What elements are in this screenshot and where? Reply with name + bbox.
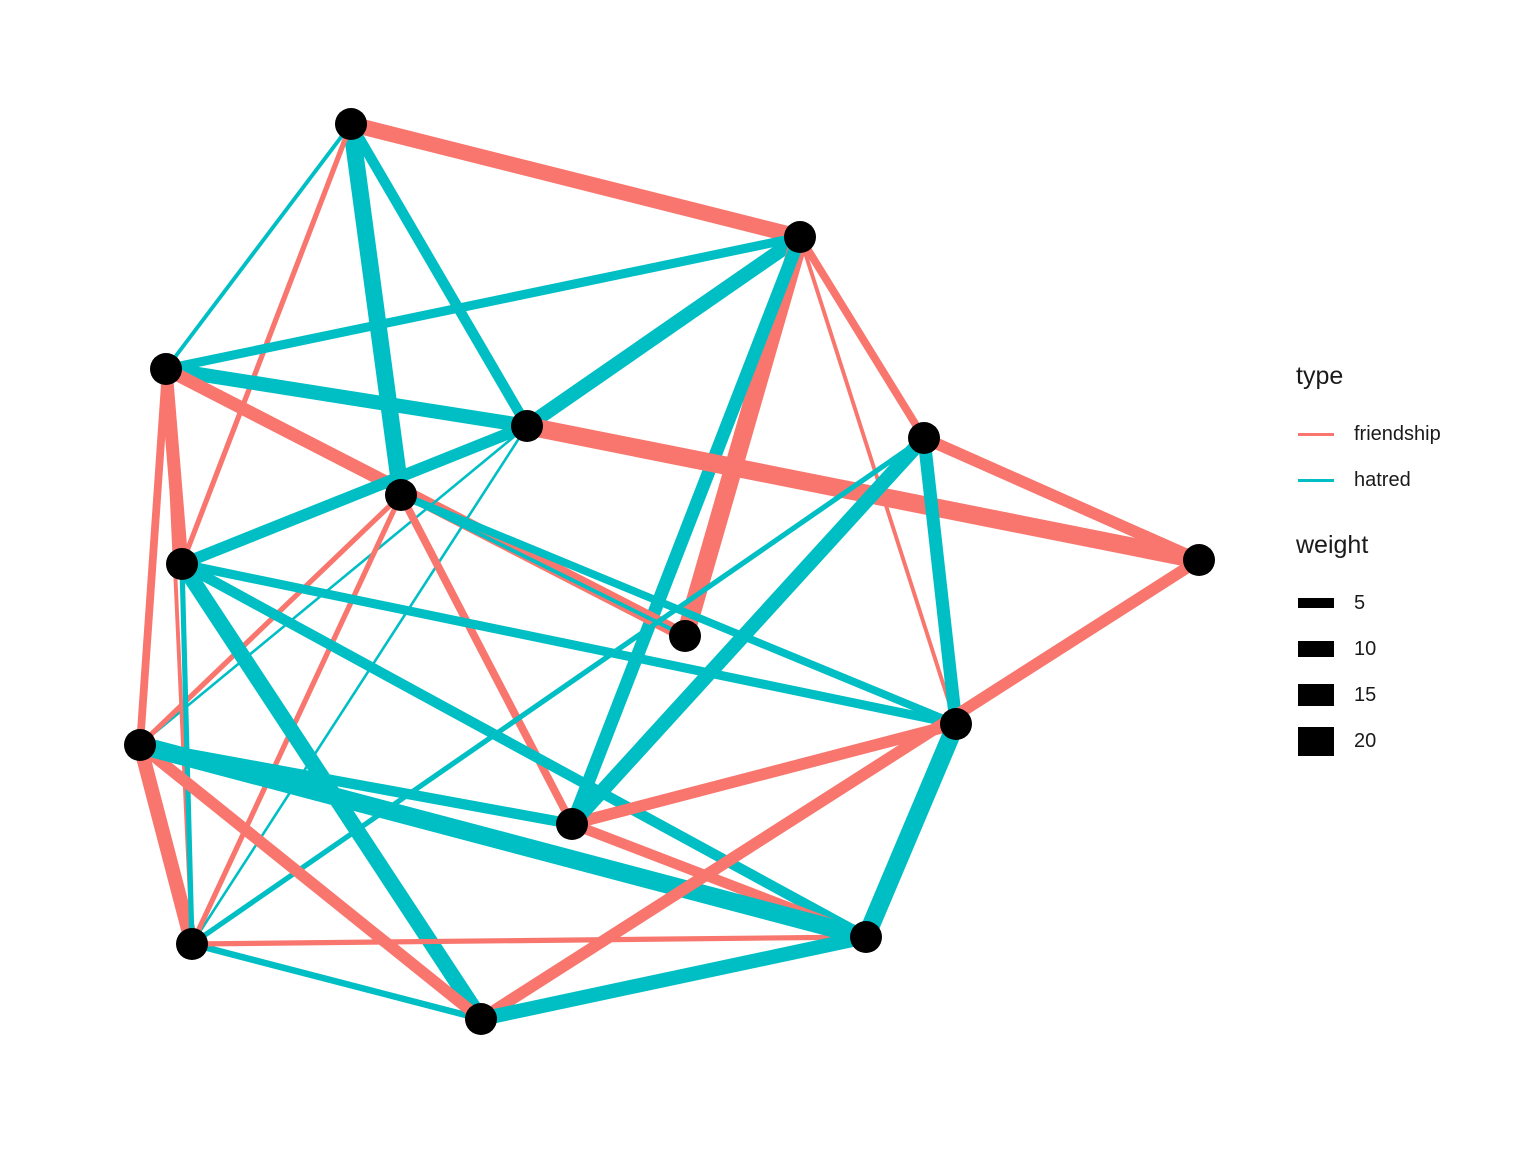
legend: type friendship hatred weight 5 10 15 20 <box>1296 362 1516 764</box>
legend-label-weight-20: 20 <box>1354 729 1377 752</box>
edge-hatred-n2-n3 <box>165 232 801 374</box>
legend-item-weight-5: 5 <box>1296 580 1516 626</box>
node-n10 <box>124 729 156 761</box>
legend-label-hatred: hatred <box>1354 468 1411 491</box>
edge-hatred-n7-n9 <box>181 559 957 729</box>
node-layer <box>124 108 1215 1035</box>
edge-hatred-n2-n12 <box>565 234 807 827</box>
legend-key-hatred <box>1298 478 1334 482</box>
edge-friendship-n5-n12 <box>397 493 576 826</box>
legend-item-weight-20: 20 <box>1296 718 1516 764</box>
node-n12 <box>556 808 588 840</box>
edge-hatred-n4-n10 <box>139 424 528 747</box>
legend-label-weight-10: 10 <box>1354 637 1377 660</box>
edge-hatred-n9-n6 <box>917 437 963 725</box>
node-n1 <box>335 108 367 140</box>
node-n9 <box>940 708 972 740</box>
edge-friendship-n2-n6 <box>796 234 928 441</box>
edge-hatred-n7-n15 <box>179 559 869 942</box>
node-n2 <box>784 221 816 253</box>
edge-hatred-n4-n7 <box>179 420 530 570</box>
node-n7 <box>166 548 198 580</box>
node-n15 <box>850 921 882 953</box>
node-n5 <box>385 479 417 511</box>
legend-weight-title: weight <box>1296 531 1369 559</box>
node-n4 <box>511 410 543 442</box>
edge-hatred-n10-n15 <box>137 736 869 946</box>
edge-friendship-n4-n11 <box>525 417 1201 569</box>
node-n14 <box>465 1003 497 1035</box>
legend-key-weight-5 <box>1298 598 1334 608</box>
edge-friendship-n13-n10 <box>133 743 199 946</box>
node-n8 <box>669 620 701 652</box>
edge-friendship-n13-n15 <box>191 934 867 947</box>
node-n11 <box>1183 544 1215 576</box>
legend-item-hatred: hatred <box>1296 457 1516 503</box>
edge-friendship-n9-n12 <box>570 718 958 830</box>
edge-friendship-n1-n2 <box>349 116 802 245</box>
legend-key-weight-20 <box>1298 726 1334 756</box>
legend-key-friendship <box>1298 432 1334 436</box>
edge-hatred-n2-n4 <box>522 231 805 432</box>
legend-weight-block: weight 5 10 15 20 <box>1296 531 1516 764</box>
legend-item-weight-10: 10 <box>1296 626 1516 672</box>
edge-hatred-n4-n13 <box>190 425 529 945</box>
legend-label-weight-5: 5 <box>1354 591 1366 614</box>
edge-hatred-n1-n3 <box>164 122 353 371</box>
edge-hatred-n14-n15 <box>479 930 868 1026</box>
edge-hatred-n6-n12 <box>566 433 930 829</box>
edge-friendship-n6-n11 <box>921 432 1202 566</box>
legend-key-weight-10 <box>1298 641 1334 657</box>
legend-label-friendship: friendship <box>1354 422 1441 445</box>
edge-layer <box>133 116 1203 1026</box>
edge-hatred-n9-n15 <box>857 720 965 941</box>
edge-hatred-n1-n4 <box>346 121 532 429</box>
legend-key-weight-15 <box>1298 683 1334 707</box>
edge-friendship-n5-n13 <box>189 493 404 946</box>
node-n6 <box>908 422 940 454</box>
edge-hatred-n13-n14 <box>191 940 482 1023</box>
edge-friendship-n3-n10 <box>136 368 170 746</box>
edge-friendship-n14-n11 <box>477 555 1203 1024</box>
edge-hatred-n6-n13 <box>190 435 926 947</box>
legend-type-title: type <box>1296 362 1344 390</box>
legend-label-weight-15: 15 <box>1354 683 1377 706</box>
edge-hatred-n1-n5 <box>342 122 410 497</box>
edge-hatred-n3-n4 <box>164 361 529 434</box>
node-n13 <box>176 928 208 960</box>
edge-friendship-n10-n14 <box>136 740 485 1024</box>
node-n3 <box>150 353 182 385</box>
edge-hatred-n5-n8 <box>400 493 686 638</box>
legend-item-weight-15: 15 <box>1296 672 1516 718</box>
legend-item-friendship: friendship <box>1296 411 1516 457</box>
